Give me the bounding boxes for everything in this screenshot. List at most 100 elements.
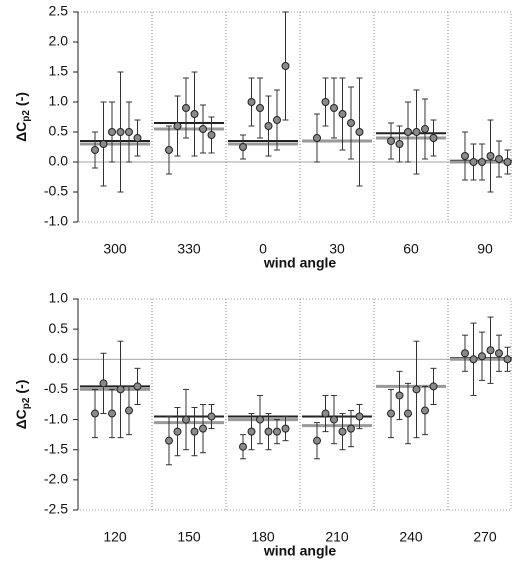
- y-axis-label-part: ΔC: [13, 122, 29, 142]
- point: [239, 143, 247, 151]
- y-tick-label: 0.0: [49, 153, 69, 169]
- x-tick-label: 90: [477, 241, 493, 257]
- point: [347, 119, 355, 127]
- point: [165, 436, 173, 445]
- point: [478, 352, 486, 361]
- point: [313, 436, 321, 445]
- x-tick-label: 270: [473, 529, 497, 545]
- point: [199, 125, 207, 133]
- point: [330, 104, 338, 112]
- point: [461, 152, 469, 160]
- point: [116, 385, 125, 394]
- y-axis-label: ΔCp2 (-): [13, 92, 32, 142]
- y-tick-label: 1.0: [49, 93, 69, 109]
- point: [469, 355, 478, 364]
- x-tick-label: 60: [403, 241, 419, 257]
- y-axis-label: ΔCp2 (-): [13, 380, 32, 430]
- point: [281, 62, 290, 70]
- point: [404, 128, 412, 136]
- y-axis-label-part: ΔC: [13, 409, 29, 429]
- point: [429, 382, 438, 391]
- x-axis-label: wind angle: [263, 543, 337, 559]
- y-tick-label: 1.5: [49, 63, 69, 79]
- plot-frame: [77, 11, 512, 223]
- y-tick-label: -2.5: [44, 501, 68, 517]
- point: [503, 355, 512, 364]
- point: [256, 104, 264, 112]
- point: [395, 140, 404, 148]
- point: [182, 104, 190, 112]
- point: [190, 427, 199, 436]
- point: [133, 134, 142, 142]
- point: [116, 128, 125, 136]
- point: [264, 427, 273, 436]
- point: [207, 131, 216, 139]
- point: [486, 346, 495, 355]
- point: [313, 134, 321, 142]
- point: [347, 424, 355, 433]
- point: [99, 140, 108, 148]
- x-tick-label: 30: [329, 241, 345, 257]
- y-tick-label: 1.0: [49, 290, 69, 306]
- x-tick-label: 120: [103, 529, 127, 545]
- point: [486, 152, 495, 160]
- point: [190, 110, 199, 118]
- point: [91, 146, 99, 154]
- point: [125, 406, 133, 415]
- point: [429, 134, 438, 142]
- point: [321, 98, 330, 106]
- y-tick-label: -1.0: [44, 410, 68, 426]
- point: [421, 125, 429, 133]
- point: [273, 427, 281, 436]
- y-tick-label: -0.5: [44, 183, 68, 199]
- point: [247, 427, 256, 436]
- point: [421, 406, 429, 415]
- x-tick-label: 150: [177, 529, 201, 545]
- point: [503, 158, 512, 166]
- y-tick-label: 0.5: [49, 123, 69, 139]
- point: [495, 349, 503, 358]
- point: [273, 116, 281, 124]
- x-axis-label: wind angle: [263, 255, 337, 271]
- point: [338, 427, 347, 436]
- point: [330, 415, 338, 424]
- y-tick-label: 0.0: [49, 350, 69, 366]
- y-tick-label: 0.5: [49, 320, 69, 336]
- y-axis-label-part: p2: [21, 397, 32, 409]
- point: [165, 146, 173, 154]
- x-tick-label: 300: [103, 241, 127, 257]
- point: [321, 409, 330, 418]
- point: [355, 128, 364, 136]
- x-tick-label: 240: [399, 529, 423, 545]
- point: [355, 412, 364, 421]
- point: [387, 409, 395, 418]
- point: [338, 110, 347, 118]
- point: [469, 158, 478, 166]
- point: [395, 391, 404, 400]
- point: [108, 128, 116, 136]
- x-tick-label: 330: [177, 241, 201, 257]
- point: [404, 409, 412, 418]
- y-tick-label: 2.0: [49, 33, 69, 49]
- point: [461, 349, 469, 358]
- plot-frame: [77, 298, 512, 511]
- point: [387, 137, 395, 145]
- point: [247, 98, 256, 106]
- y-tick-label: -0.5: [44, 380, 68, 396]
- point: [173, 122, 182, 130]
- y-axis-label-part: p2: [21, 110, 32, 122]
- point: [125, 128, 133, 136]
- point: [412, 385, 421, 394]
- point: [495, 155, 503, 163]
- y-tick-label: -1.5: [44, 440, 68, 456]
- y-tick-label: -1.0: [44, 213, 68, 229]
- point: [173, 427, 182, 436]
- point: [99, 379, 108, 388]
- x-tick-label: 0: [259, 241, 267, 257]
- y-tick-label: 2.5: [49, 3, 69, 19]
- point: [108, 409, 116, 418]
- x-tick-label: 180: [251, 529, 275, 545]
- point: [133, 382, 142, 391]
